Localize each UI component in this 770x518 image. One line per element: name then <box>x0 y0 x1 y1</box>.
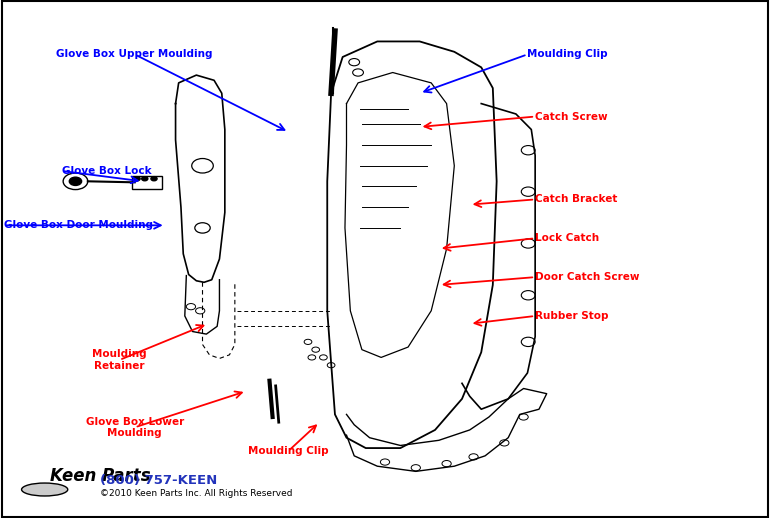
Text: Glove Box Upper Moulding: Glove Box Upper Moulding <box>56 49 213 60</box>
Circle shape <box>151 177 157 181</box>
Circle shape <box>142 177 148 181</box>
Circle shape <box>69 177 82 185</box>
Text: Catch Screw: Catch Screw <box>535 111 608 122</box>
Ellipse shape <box>22 483 68 496</box>
Text: Glove Box Lock: Glove Box Lock <box>62 166 151 176</box>
Text: Catch Bracket: Catch Bracket <box>535 194 618 205</box>
Text: Door Catch Screw: Door Catch Screw <box>535 272 640 282</box>
Circle shape <box>134 177 140 181</box>
Text: Moulding Clip: Moulding Clip <box>249 445 329 456</box>
Text: Glove Box Lower
Moulding: Glove Box Lower Moulding <box>85 416 184 438</box>
Text: Lock Catch: Lock Catch <box>535 233 599 243</box>
Text: Rubber Stop: Rubber Stop <box>535 311 608 321</box>
Text: Moulding
Retainer: Moulding Retainer <box>92 349 146 371</box>
Text: Glove Box Door Moulding: Glove Box Door Moulding <box>4 220 153 231</box>
Text: (800) 757-KEEN: (800) 757-KEEN <box>100 474 217 487</box>
Text: ©2010 Keen Parts Inc. All Rights Reserved: ©2010 Keen Parts Inc. All Rights Reserve… <box>100 488 293 498</box>
Text: Moulding Clip: Moulding Clip <box>527 49 608 60</box>
Text: Keen Parts: Keen Parts <box>50 467 151 484</box>
